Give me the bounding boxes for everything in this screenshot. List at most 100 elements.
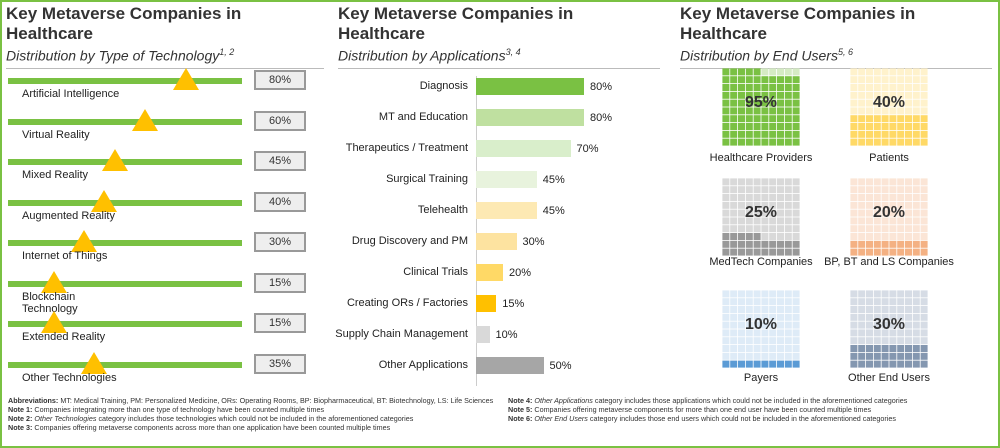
waffle-cell-filled <box>745 84 753 91</box>
waffle-cell-empty <box>777 337 784 345</box>
waffle-cell-empty <box>850 209 858 217</box>
waffle-cell-empty <box>881 107 889 115</box>
waffle-cell-empty <box>777 321 784 329</box>
waffle-cell-filled <box>858 240 866 248</box>
end-users-title: Key Metaverse Companies in Healthcare <box>680 4 916 43</box>
waffle-cell-filled <box>777 138 784 146</box>
waffle-cell-empty <box>873 233 881 240</box>
waffle-cell-empty <box>858 337 866 345</box>
waffle-cell-empty <box>889 329 897 337</box>
waffle-healthcare-providers: 95% <box>722 68 800 146</box>
waffle-cell-empty <box>920 321 928 329</box>
waffle-cell-empty <box>769 225 777 233</box>
waffle-cell-empty <box>881 233 889 240</box>
waffle-cell-empty <box>777 68 784 76</box>
waffle-cell-empty <box>858 313 866 321</box>
waffle-cell-empty <box>881 337 889 345</box>
waffle-cell-filled <box>792 130 800 138</box>
waffle-cell-empty <box>730 225 738 233</box>
waffle-cell-empty <box>769 290 777 298</box>
waffle-cell-filled <box>784 240 792 248</box>
tech-bar <box>8 118 242 125</box>
waffle-cell-empty <box>850 225 858 233</box>
waffle-cell-filled <box>738 107 745 115</box>
waffle-cell-empty <box>858 68 866 76</box>
waffle-cell-empty <box>866 84 873 91</box>
waffle-cell-empty <box>769 329 777 337</box>
waffle-cell-empty <box>745 352 753 360</box>
waffle-cell-empty <box>920 99 928 107</box>
waffle-cell-empty <box>889 107 897 115</box>
waffle-cell-filled <box>784 107 792 115</box>
waffle-cell-empty <box>792 209 800 217</box>
waffle-cell-empty <box>858 91 866 99</box>
waffle-cell-empty <box>889 84 897 91</box>
waffle-cell-empty <box>866 91 873 99</box>
waffle-cell-empty <box>730 290 738 298</box>
waffle-cell-filled <box>881 352 889 360</box>
waffle-cell-filled <box>920 345 928 352</box>
waffle-cell-empty <box>753 201 761 209</box>
waffle-cell-empty <box>722 298 730 306</box>
waffle-cell-empty <box>920 306 928 313</box>
waffle-cell-empty <box>905 233 912 240</box>
waffle-cell-empty <box>905 201 912 209</box>
waffle-cell-empty <box>792 321 800 329</box>
waffle-bp-bt-and-ls-companies: 20% <box>850 178 928 256</box>
applications-title: Key Metaverse Companies in Healthcare <box>338 4 574 43</box>
waffle-cell-empty <box>792 186 800 194</box>
waffle-cell-empty <box>905 298 912 306</box>
note3-text: Companies offering metaverse components … <box>34 423 391 432</box>
waffle-cell-empty <box>769 352 777 360</box>
waffle-cell-filled <box>777 84 784 91</box>
waffle-cell-filled <box>889 352 897 360</box>
waffle-cell-filled <box>905 123 912 130</box>
waffle-cell-empty <box>784 201 792 209</box>
waffle-cell-filled <box>866 352 873 360</box>
waffle-cell-empty <box>784 306 792 313</box>
waffle-cell-empty <box>920 337 928 345</box>
waffle-cell-filled <box>858 115 866 123</box>
waffle-cell-empty <box>792 68 800 76</box>
waffle-cell-filled <box>730 84 738 91</box>
waffle-cell-empty <box>920 290 928 298</box>
waffle-cell-filled <box>769 107 777 115</box>
waffle-cell-filled <box>873 240 881 248</box>
waffle-cell-empty <box>738 298 745 306</box>
waffle-cell-filled <box>738 68 745 76</box>
waffle-cell-empty <box>873 91 881 99</box>
waffle-cell-empty <box>792 178 800 186</box>
waffle-cell-filled <box>769 91 777 99</box>
waffle-cell-filled <box>850 115 858 123</box>
tech-label: Internet of Things <box>22 250 108 262</box>
waffle-cell-empty <box>769 345 777 352</box>
waffle-cell-empty <box>850 84 858 91</box>
waffle-cell-empty <box>792 194 800 201</box>
footer-left: Abbreviations: MT: Medical Training, PM:… <box>8 396 498 432</box>
waffle-cell-empty <box>873 201 881 209</box>
waffle-cell-filled <box>866 345 873 352</box>
waffle-cell-empty <box>881 194 889 201</box>
note4-em: Other Applications <box>534 396 593 405</box>
waffle-cell-empty <box>850 337 858 345</box>
waffle-cell-filled <box>866 115 873 123</box>
waffle-cell-empty <box>777 233 784 240</box>
waffle-cell-empty <box>912 306 920 313</box>
waffle-cell-empty <box>912 225 920 233</box>
waffle-cell-filled <box>777 107 784 115</box>
waffle-cell-empty <box>722 321 730 329</box>
waffle-cell-filled <box>873 352 881 360</box>
waffle-cell-empty <box>722 186 730 194</box>
waffle-cell-empty <box>912 68 920 76</box>
waffle-cell-filled <box>792 107 800 115</box>
app-value: 80% <box>590 81 613 93</box>
waffle-cell-empty <box>912 321 920 329</box>
waffle-cell-empty <box>912 99 920 107</box>
waffle-cell-empty <box>920 233 928 240</box>
waffle-cell-empty <box>858 225 866 233</box>
waffle-cell-filled <box>905 352 912 360</box>
waffle-cell-empty <box>897 233 905 240</box>
waffle-cell-filled <box>912 240 920 248</box>
waffle-cell-empty <box>920 194 928 201</box>
note6-text: category includes those end users which … <box>589 414 896 423</box>
